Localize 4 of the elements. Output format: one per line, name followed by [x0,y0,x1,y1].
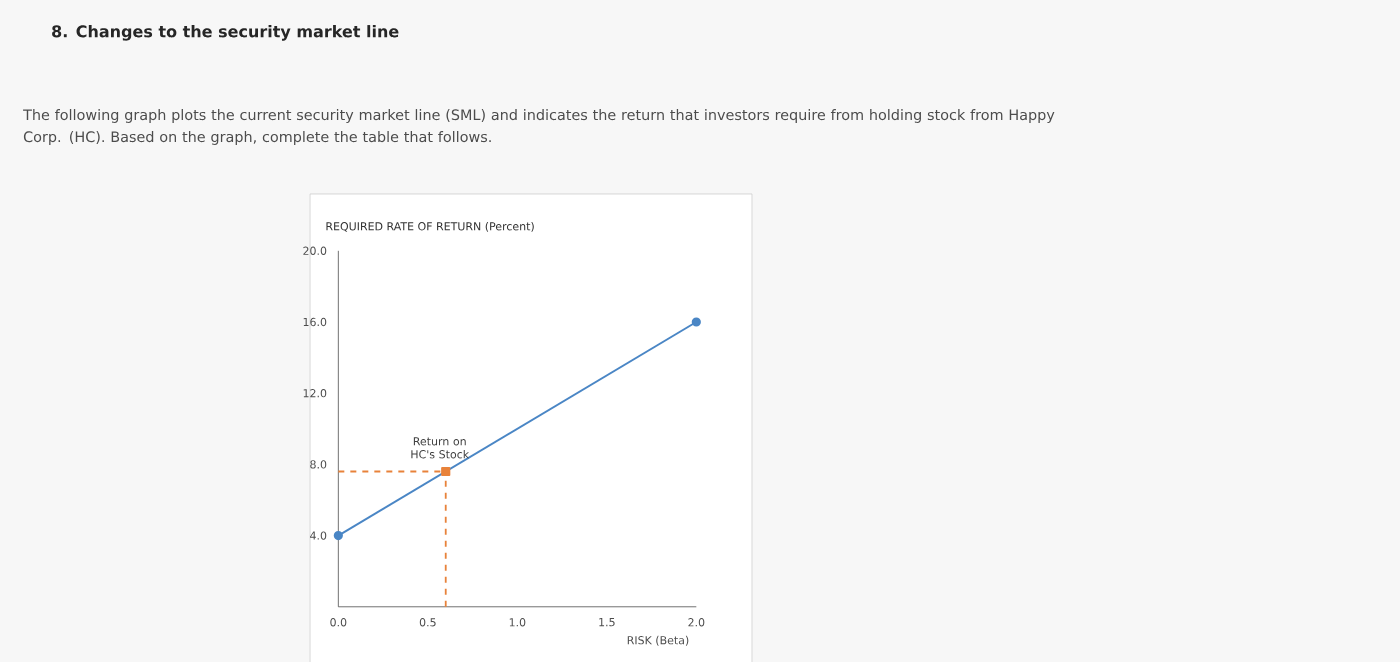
point [441,466,451,477]
point [691,317,701,327]
chart-title: 8. Changes to the security market line [52,25,399,41]
point [333,530,343,541]
